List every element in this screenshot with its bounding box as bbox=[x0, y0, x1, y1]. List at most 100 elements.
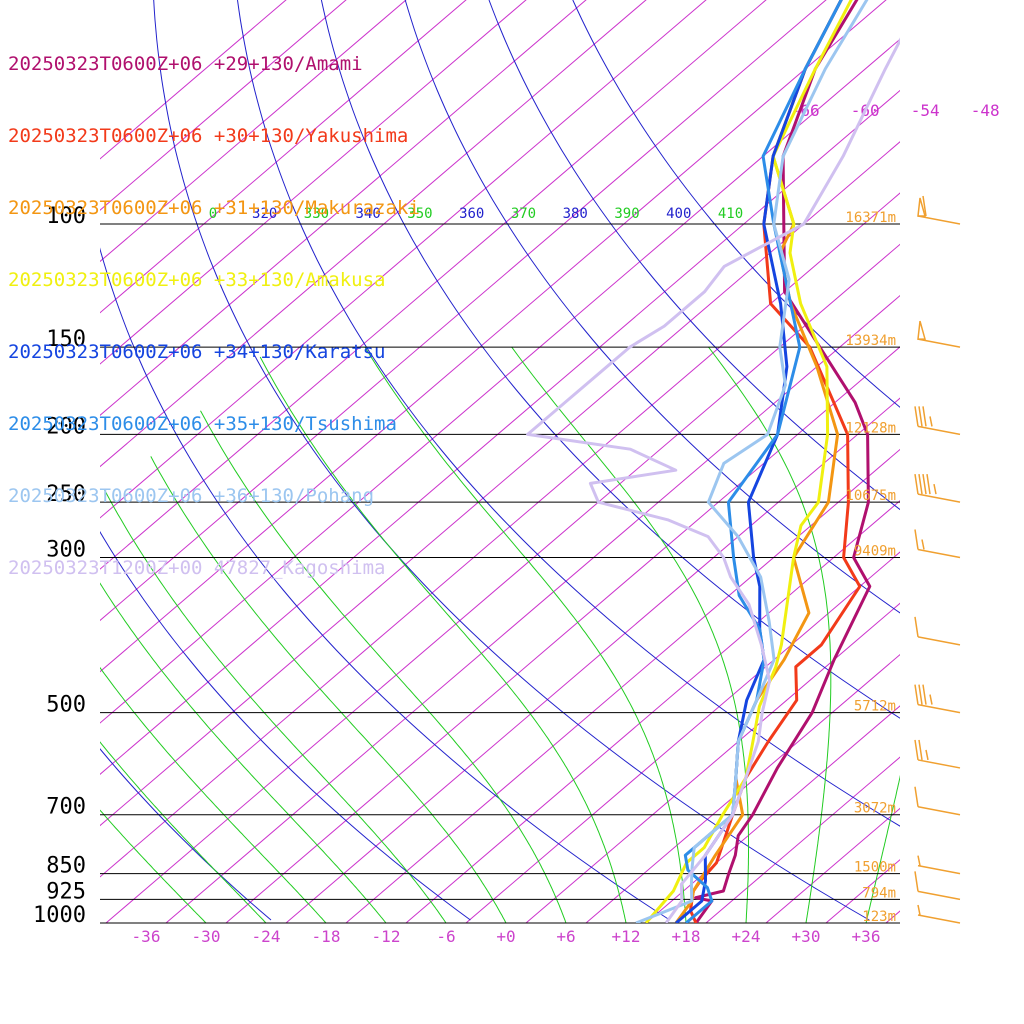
pressure-label: 500 bbox=[46, 693, 86, 718]
height-label: 16371m bbox=[845, 210, 896, 226]
isotherm-line bbox=[100, 38, 900, 724]
legend-entry: 20250323T0600Z+06 +36+130/Pohang bbox=[8, 485, 375, 507]
barb-staff bbox=[917, 215, 961, 225]
dry-adiabat-line bbox=[237, 0, 900, 827]
temperature-tick-label: -6 bbox=[436, 927, 455, 946]
wind-barb bbox=[917, 855, 961, 875]
barb-full bbox=[918, 739, 923, 761]
theta-label: 390 bbox=[614, 206, 639, 222]
isotherm-line bbox=[465, 551, 900, 923]
profile-line bbox=[526, 37, 900, 923]
barb-full bbox=[926, 474, 931, 495]
upper-isotherm-labels: -66 -60 -54 -48 bbox=[791, 101, 1000, 120]
barb-staff bbox=[917, 548, 961, 559]
theta-label: 370 bbox=[511, 206, 536, 222]
barb-full bbox=[914, 616, 919, 637]
moist-adiabat-line bbox=[708, 346, 832, 923]
barb-staff bbox=[917, 703, 961, 714]
wind-barb bbox=[914, 406, 961, 436]
temperature-tick-label: +30 bbox=[792, 927, 821, 946]
pressure-label: 300 bbox=[46, 538, 86, 563]
profile-line bbox=[644, 0, 853, 923]
wind-barb bbox=[914, 684, 961, 714]
barb-half bbox=[917, 855, 921, 866]
barb-staff bbox=[917, 636, 961, 646]
barb-full bbox=[914, 786, 919, 807]
wind-barb bbox=[917, 320, 961, 348]
temperature-tick-label: +18 bbox=[672, 927, 701, 946]
moist-adiabat-line bbox=[511, 346, 749, 923]
profile-line bbox=[683, 0, 843, 923]
isotherm-line bbox=[645, 705, 900, 923]
isotherm-line bbox=[100, 0, 827, 622]
height-label: 3072m bbox=[854, 801, 896, 817]
temperature-tick-label: +36 bbox=[852, 927, 881, 946]
barb-full bbox=[914, 529, 919, 550]
profile-line bbox=[635, 0, 869, 923]
isotherm-grid bbox=[100, 0, 900, 923]
isotherm-line bbox=[100, 0, 707, 519]
isotherm-line bbox=[100, 0, 347, 211]
isotherm-line bbox=[885, 910, 900, 923]
isotherm-line bbox=[100, 0, 767, 570]
moist-adiabat-line bbox=[100, 582, 387, 923]
barb-full bbox=[922, 684, 927, 705]
legend-entry: 20250323T0600Z+06 +29+130/Amami bbox=[8, 53, 363, 75]
pressure-label: 925 bbox=[46, 879, 86, 904]
isotherm-line bbox=[705, 756, 900, 923]
barb-flag bbox=[917, 320, 926, 340]
barb-full bbox=[918, 474, 923, 495]
isotherm-line bbox=[100, 89, 900, 775]
pressure-label: 850 bbox=[46, 854, 86, 879]
dry-adiabat-line bbox=[100, 531, 471, 921]
barb-staff bbox=[917, 425, 961, 436]
barb-staff bbox=[917, 864, 961, 875]
isotherm-line bbox=[100, 0, 287, 160]
dry-adiabat-grid bbox=[100, 0, 900, 921]
pressure-label: 100 bbox=[46, 204, 86, 229]
isotherm-line bbox=[100, 141, 900, 827]
theta-label: 0 bbox=[209, 206, 217, 222]
theta-label: 400 bbox=[666, 206, 691, 222]
moist-adiabat-line bbox=[259, 356, 627, 923]
moist-adiabat-grid bbox=[100, 346, 900, 923]
moist-adiabat-line bbox=[100, 809, 207, 923]
barb-full bbox=[918, 684, 923, 705]
isotherm-line bbox=[225, 346, 900, 923]
height-label: 123m bbox=[862, 909, 896, 925]
temperature-tick-label: -36 bbox=[132, 927, 161, 946]
height-labels: 16371m 13934m 12128m 10675m 9409m 5712m 3072m 1… bbox=[845, 210, 896, 925]
dry-adiabat-line bbox=[100, 247, 671, 921]
dry-adiabat-line bbox=[488, 0, 900, 511]
moist-adiabat-line bbox=[865, 774, 900, 923]
temperature-tick-label: -30 bbox=[192, 927, 221, 946]
isotherm-line bbox=[165, 294, 900, 923]
wind-barb bbox=[917, 904, 961, 924]
moist-adiabat-line bbox=[100, 741, 267, 923]
temperature-tick-label: +6 bbox=[556, 927, 575, 946]
theta-label: 350 bbox=[407, 206, 432, 222]
barb-full bbox=[922, 474, 927, 495]
temperature-tick-label: -24 bbox=[252, 927, 281, 946]
barb-staff bbox=[917, 805, 961, 816]
barb-full bbox=[922, 406, 927, 427]
temperature-tick-label: +12 bbox=[612, 927, 641, 946]
barb-half bbox=[933, 484, 937, 495]
height-label: 5712m bbox=[854, 699, 896, 715]
theta-label: 410 bbox=[718, 206, 743, 222]
pressure-label: 1000 bbox=[33, 903, 86, 928]
barb-staff bbox=[917, 493, 961, 503]
pressure-label: 200 bbox=[46, 414, 86, 439]
temperature-profiles bbox=[526, 0, 900, 923]
dry-adiabat-line bbox=[404, 0, 900, 614]
wind-barb bbox=[914, 529, 961, 559]
isotherm-line bbox=[285, 397, 900, 923]
theta-label: 360 bbox=[459, 206, 484, 222]
barb-staff bbox=[917, 338, 961, 348]
isotherm-line bbox=[100, 0, 887, 673]
height-label: 13934m bbox=[845, 333, 896, 349]
wind-barb bbox=[914, 474, 961, 503]
barb-full bbox=[914, 739, 919, 761]
temperature-tick-label: +24 bbox=[732, 927, 761, 946]
